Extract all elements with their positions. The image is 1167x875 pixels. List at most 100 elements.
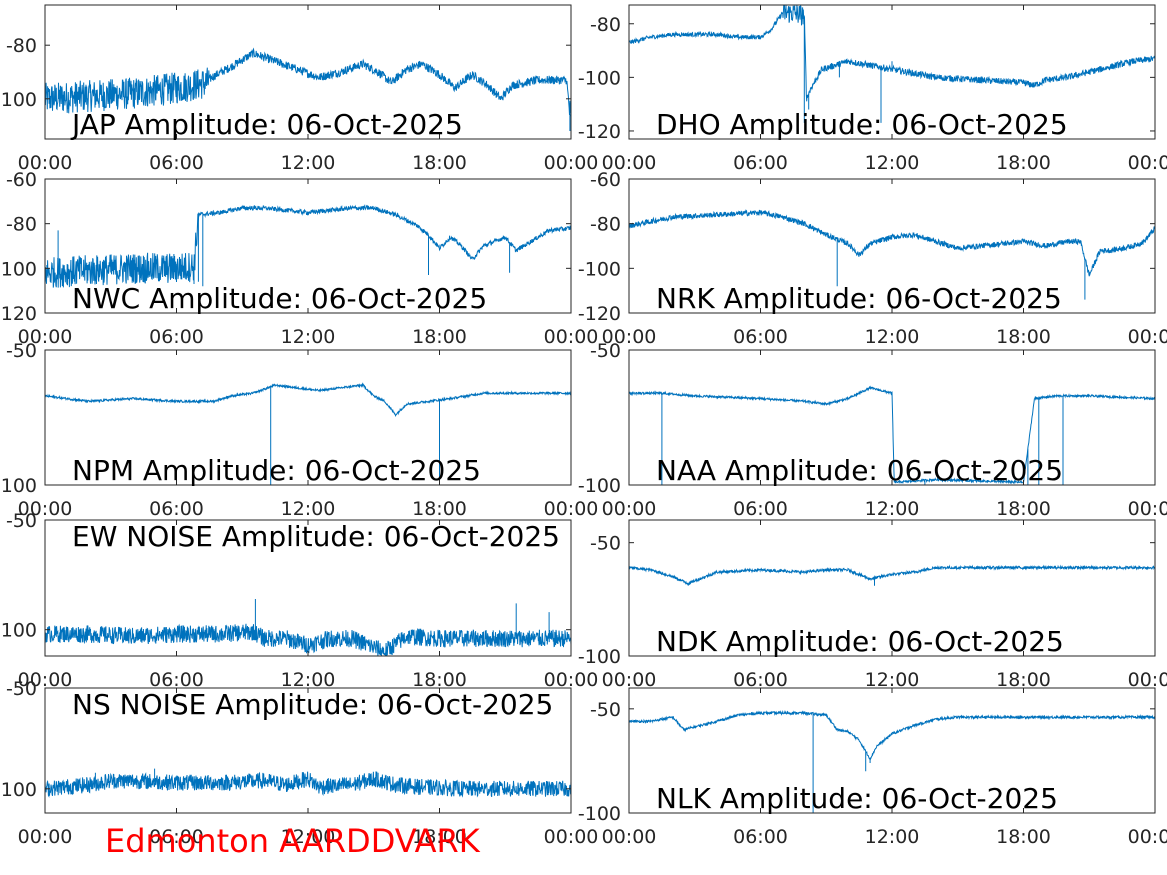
y-tick-label: -80	[590, 14, 621, 36]
x-tick-label: 06:00	[733, 152, 788, 174]
x-tick-label: 06:00	[733, 826, 788, 848]
x-tick-label: 06:00	[149, 669, 204, 691]
subplot-title: DHO Amplitude: 06-Oct-2025	[656, 108, 1068, 141]
x-tick-label: 18:00	[996, 826, 1051, 848]
y-tick-label: 100	[1, 620, 37, 642]
data-line	[629, 209, 1155, 300]
x-tick-label: 18:00	[412, 826, 467, 848]
subplot-title: JAP Amplitude: 06-Oct-2025	[70, 108, 463, 141]
y-tick-label: -50	[6, 340, 37, 362]
subplot-3: 00:00 06:00 12:00 18:00 00:00 -60 -80 -100 -120 N…	[578, 169, 1167, 348]
x-tick-label: 18:00	[996, 498, 1051, 520]
x-tick-label: 06:00	[733, 498, 788, 520]
x-tick-label: 00:00	[544, 152, 599, 174]
subplot-title: NWC Amplitude: 06-Oct-2025	[72, 282, 487, 315]
x-tick-label: 18:00	[996, 326, 1051, 348]
y-tick-label: -80	[590, 214, 621, 236]
y-tick-label: -50	[590, 699, 621, 721]
x-tick-label: 00:00	[602, 669, 657, 691]
x-tick-label: 12:00	[281, 498, 336, 520]
x-tick-label: 12:00	[281, 826, 336, 848]
x-tick-label: 06:00	[733, 326, 788, 348]
subplot-title: NAA Amplitude: 06-Oct-2025	[656, 454, 1063, 487]
x-tick-label: 00:00	[1128, 826, 1167, 848]
x-tick-label: 00:00	[18, 326, 73, 348]
subplot-title: NLK Amplitude: 06-Oct-2025	[656, 782, 1058, 815]
y-tick-label: -80	[6, 35, 37, 57]
data-line	[629, 5, 1155, 123]
subplot-0: 00:00 06:00 12:00 18:00 00:00 -80 100 JAP Ampli…	[1, 4, 599, 174]
x-tick-label: 06:00	[149, 152, 204, 174]
x-tick-label: 06:00	[733, 669, 788, 691]
x-tick-label: 06:00	[149, 326, 204, 348]
subplot-9: 00:00 06:00 12:00 18:00 00:00 -50 -100 NLK Ampl…	[578, 687, 1167, 848]
subplot-2: 00:00 06:00 12:00 18:00 00:00 -60 -80 100 120 NWC…	[1, 169, 599, 348]
subplot-7: 00:00 06:00 12:00 18:00 00:00 -50 -100 NDK Ampl…	[578, 519, 1167, 691]
x-tick-label: 12:00	[865, 498, 920, 520]
y-tick-label: -50	[590, 340, 621, 362]
y-tick-label: -100	[578, 803, 621, 825]
x-tick-label: 00:00	[602, 326, 657, 348]
x-tick-label: 12:00	[865, 669, 920, 691]
x-tick-label: 12:00	[865, 152, 920, 174]
data-line	[45, 204, 571, 288]
figure-title: Edmonton AARDDVARK	[105, 822, 480, 860]
x-tick-label: 12:00	[281, 669, 336, 691]
subplot-title: EW NOISE Amplitude: 06-Oct-2025	[72, 520, 560, 553]
y-tick-label: -50	[6, 678, 37, 700]
x-tick-label: 12:00	[865, 826, 920, 848]
x-tick-label: 12:00	[281, 326, 336, 348]
y-tick-label: 100	[1, 89, 37, 111]
x-tick-label: 06:00	[149, 826, 204, 848]
y-tick-label: -100	[578, 475, 621, 497]
subplot-6: 00:00 06:00 12:00 18:00 00:00 -50 100 EW NOISE …	[1, 510, 599, 691]
x-tick-label: 18:00	[412, 669, 467, 691]
data-line	[45, 47, 571, 131]
x-tick-label: 00:00	[1128, 669, 1167, 691]
subplot-title: NPM Amplitude: 06-Oct-2025	[72, 454, 481, 487]
y-tick-label: -50	[590, 533, 621, 555]
x-tick-label: 12:00	[865, 326, 920, 348]
y-tick-label: -80	[6, 214, 37, 236]
data-line	[45, 599, 571, 656]
data-line	[629, 564, 1155, 586]
data-line	[45, 382, 571, 485]
x-tick-label: 00:00	[18, 152, 73, 174]
y-tick-label: -120	[578, 121, 621, 143]
x-tick-label: 12:00	[281, 152, 336, 174]
x-tick-label: 06:00	[149, 498, 204, 520]
y-tick-label: 100	[1, 475, 37, 497]
subplot-title: NS NOISE Amplitude: 06-Oct-2025	[72, 688, 553, 721]
x-tick-label: 00:00	[602, 498, 657, 520]
x-tick-label: 00:00	[602, 826, 657, 848]
y-tick-label: -60	[590, 169, 621, 191]
y-tick-label: -50	[6, 510, 37, 532]
y-tick-label: 100	[1, 779, 37, 801]
subplot-title: NDK Amplitude: 06-Oct-2025	[656, 625, 1064, 658]
x-tick-label: 00:00	[1128, 152, 1167, 174]
x-tick-label: 00:00	[1128, 326, 1167, 348]
x-tick-label: 00:00	[18, 669, 73, 691]
y-tick-label: -60	[6, 169, 37, 191]
x-tick-label: 00:00	[18, 826, 73, 848]
y-tick-label: 100	[1, 258, 37, 280]
x-tick-label: 18:00	[412, 326, 467, 348]
x-tick-label: 18:00	[412, 498, 467, 520]
y-tick-label: -100	[578, 646, 621, 668]
x-tick-label: 00:00	[18, 498, 73, 520]
x-tick-label: 00:00	[1128, 498, 1167, 520]
x-tick-label: 18:00	[412, 152, 467, 174]
data-line	[629, 710, 1155, 813]
subplot-1: 00:00 06:00 12:00 18:00 00:00 -80 -100 -120 DHO …	[578, 4, 1167, 174]
x-tick-label: 00:00	[544, 826, 599, 848]
data-line	[45, 768, 571, 798]
x-tick-label: 00:00	[544, 498, 599, 520]
subplot-4: 00:00 06:00 12:00 18:00 00:00 -50 100 NPM Ampli…	[1, 340, 599, 520]
x-tick-label: 00:00	[544, 326, 599, 348]
x-tick-label: 00:00	[544, 669, 599, 691]
x-tick-label: 18:00	[996, 669, 1051, 691]
y-tick-label: -120	[578, 303, 621, 325]
y-tick-label: -100	[578, 67, 621, 89]
y-tick-label: -100	[578, 258, 621, 280]
